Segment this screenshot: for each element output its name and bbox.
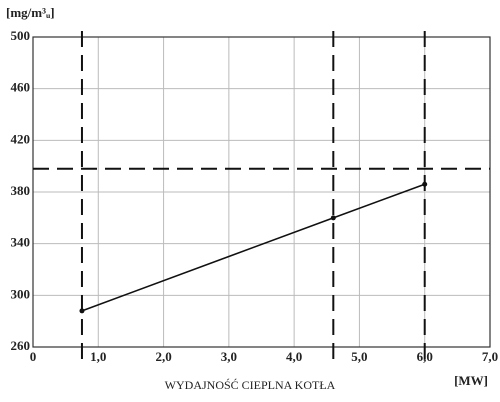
x-tick-label: 5,0: [351, 349, 367, 364]
x-tick-label: 3,0: [221, 349, 237, 364]
y-tick-label: 260: [11, 338, 31, 353]
x-axis-label: WYDAJNOŚĆ CIEPLNA KOTŁA: [165, 378, 336, 392]
x-tick-label: 4,0: [286, 349, 302, 364]
x-tick-label: 7,0: [482, 349, 498, 364]
data-point: [422, 181, 428, 187]
y-tick-label: 380: [11, 183, 31, 198]
y-axis-label: [mg/m³ᵤ]: [6, 5, 55, 20]
data-line: [81, 183, 425, 312]
x-axis-unit: [MW]: [454, 373, 488, 388]
y-tick-label: 500: [11, 28, 31, 43]
data-point: [330, 215, 336, 221]
x-tick-label: 0: [30, 349, 37, 364]
x-tick-label: 1,0: [90, 349, 106, 364]
x-tick-label: 2,0: [155, 349, 171, 364]
y-tick-label: 340: [11, 235, 31, 250]
y-tick-label: 460: [11, 80, 31, 95]
data-point: [79, 308, 85, 314]
y-tick-label: 420: [11, 131, 31, 146]
plot-frame: [32, 36, 491, 348]
y-tick-label: 300: [11, 286, 31, 301]
